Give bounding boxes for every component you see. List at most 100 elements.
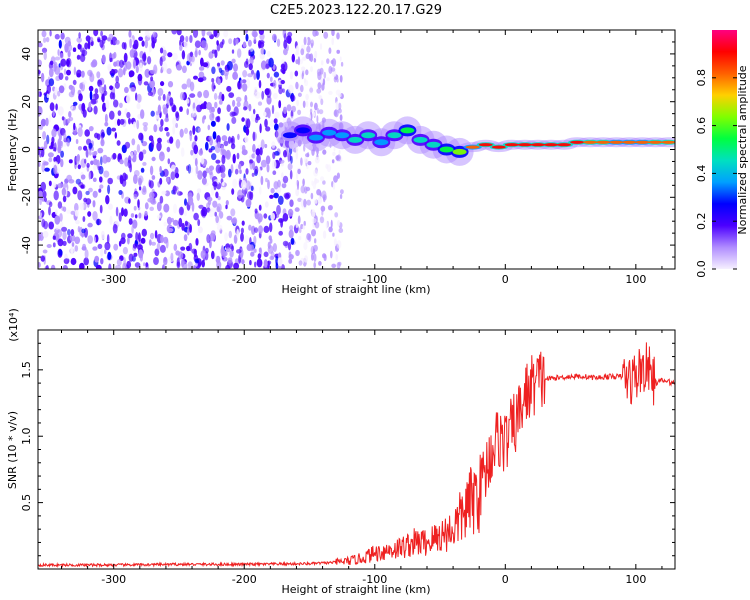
heatmap-cell <box>253 36 257 44</box>
heatmap-cell <box>57 183 64 189</box>
heatmap-cell <box>144 210 148 217</box>
heatmap-cell <box>197 170 203 180</box>
heatmap-cell <box>311 229 316 237</box>
heatmap-cell <box>313 199 318 204</box>
heatmap-cell <box>241 117 245 122</box>
heatmap-cell <box>152 31 157 38</box>
heatmap-cell <box>101 95 104 101</box>
heatmap-cell <box>59 52 64 59</box>
heatmap-cell <box>235 38 239 45</box>
heatmap-cell <box>53 164 58 175</box>
heatmap-cell <box>77 190 83 201</box>
heatmap-cell <box>126 260 132 269</box>
heatmap-cell <box>138 132 144 141</box>
heatmap-cell <box>318 109 324 115</box>
x-tick-label: -200 <box>232 273 257 286</box>
heatmap-cell <box>41 30 47 38</box>
heatmap-cell <box>297 181 299 191</box>
heatmap-cell <box>250 251 255 257</box>
heatmap-cell <box>97 166 102 171</box>
heatmap-cell <box>304 255 308 263</box>
heatmap-cell <box>237 133 240 140</box>
heatmap-cell <box>62 195 67 203</box>
heatmap-cell <box>289 71 294 80</box>
heatmap-cell <box>163 221 167 227</box>
heatmap-cell <box>216 203 222 213</box>
heatmap-cell <box>335 253 339 261</box>
heatmap-cell <box>94 255 100 263</box>
heatmap-cell <box>69 234 76 242</box>
heatmap-cell <box>76 73 81 78</box>
heatmap-cell <box>226 104 231 112</box>
heatmap-cell <box>107 251 112 261</box>
heatmap-cell <box>102 102 107 113</box>
heatmap-cell <box>58 249 63 256</box>
heatmap-cell <box>101 54 106 64</box>
heatmap-cell <box>104 241 111 251</box>
heatmap-cell <box>287 152 291 163</box>
heatmap-cell <box>92 246 98 251</box>
heatmap-cell <box>186 108 189 116</box>
heatmap-cell <box>111 53 116 60</box>
colorbar: 0.0 0.2 0.4 0.6 0.8 Normalized spectral ampl… <box>695 30 749 278</box>
heatmap-cell <box>194 98 199 106</box>
heatmap-cell <box>99 204 103 214</box>
heatmap-cell <box>300 48 305 56</box>
heatmap-cell <box>74 209 79 217</box>
heatmap-cell <box>119 118 125 125</box>
heatmap-cell <box>258 167 261 178</box>
heatmap-cell <box>374 139 389 146</box>
heatmap-cell <box>280 63 285 70</box>
heatmap-cell <box>130 87 136 92</box>
heatmap-cell <box>243 106 248 111</box>
heatmap-cell <box>136 119 140 130</box>
heatmap-cell <box>189 35 193 43</box>
heatmap-cell <box>206 196 213 202</box>
heatmap-cell <box>164 117 169 123</box>
heatmap-cell <box>258 225 263 234</box>
heatmap-cell <box>300 84 304 93</box>
heatmap-cell <box>336 154 341 162</box>
y-tick-label: -40 <box>20 236 33 254</box>
heatmap-cell <box>123 257 126 267</box>
heatmap-cell <box>203 89 210 99</box>
heatmap-cell <box>52 147 57 152</box>
heatmap-cell <box>42 190 47 198</box>
heatmap-cell <box>290 237 295 245</box>
heatmap-cell <box>38 42 43 48</box>
heatmap-cell <box>58 85 65 94</box>
heatmap-cell <box>118 240 122 247</box>
x-tick-label: -100 <box>362 273 387 286</box>
heatmap-cell <box>229 243 234 250</box>
heatmap-cell <box>193 144 199 155</box>
heatmap-cell <box>332 151 336 156</box>
heatmap-cell <box>138 151 144 161</box>
heatmap-cell <box>295 249 300 257</box>
heatmap-cell <box>247 73 254 78</box>
heatmap-cell <box>64 36 71 45</box>
heatmap-cell <box>150 76 154 82</box>
heatmap-cell <box>62 265 68 269</box>
heatmap-cell <box>287 163 293 171</box>
heatmap-cell <box>48 67 54 78</box>
heatmap-cell <box>50 264 56 269</box>
heatmap-cell <box>146 33 152 38</box>
heatmap-cell <box>184 127 188 134</box>
heatmap-cell <box>264 143 268 149</box>
heatmap-cell <box>172 185 177 195</box>
heatmap-cell <box>312 180 317 190</box>
heatmap-cell <box>172 117 177 126</box>
heatmap-cell <box>217 196 221 201</box>
heatmap-cell <box>331 37 335 46</box>
heatmap-cell <box>202 62 209 68</box>
heatmap-cell <box>220 172 226 179</box>
heatmap-cell <box>338 149 341 155</box>
heatmap-cell <box>316 115 319 123</box>
snr-frame <box>37 329 676 570</box>
heatmap-cell <box>314 179 320 184</box>
heatmap-cell <box>208 51 214 59</box>
spectrogram-x-ticks: -300 -200 -100 0 100 <box>60 30 663 286</box>
heatmap-cell <box>268 57 274 68</box>
heatmap-cell <box>330 60 334 64</box>
heatmap-cell <box>193 264 196 269</box>
